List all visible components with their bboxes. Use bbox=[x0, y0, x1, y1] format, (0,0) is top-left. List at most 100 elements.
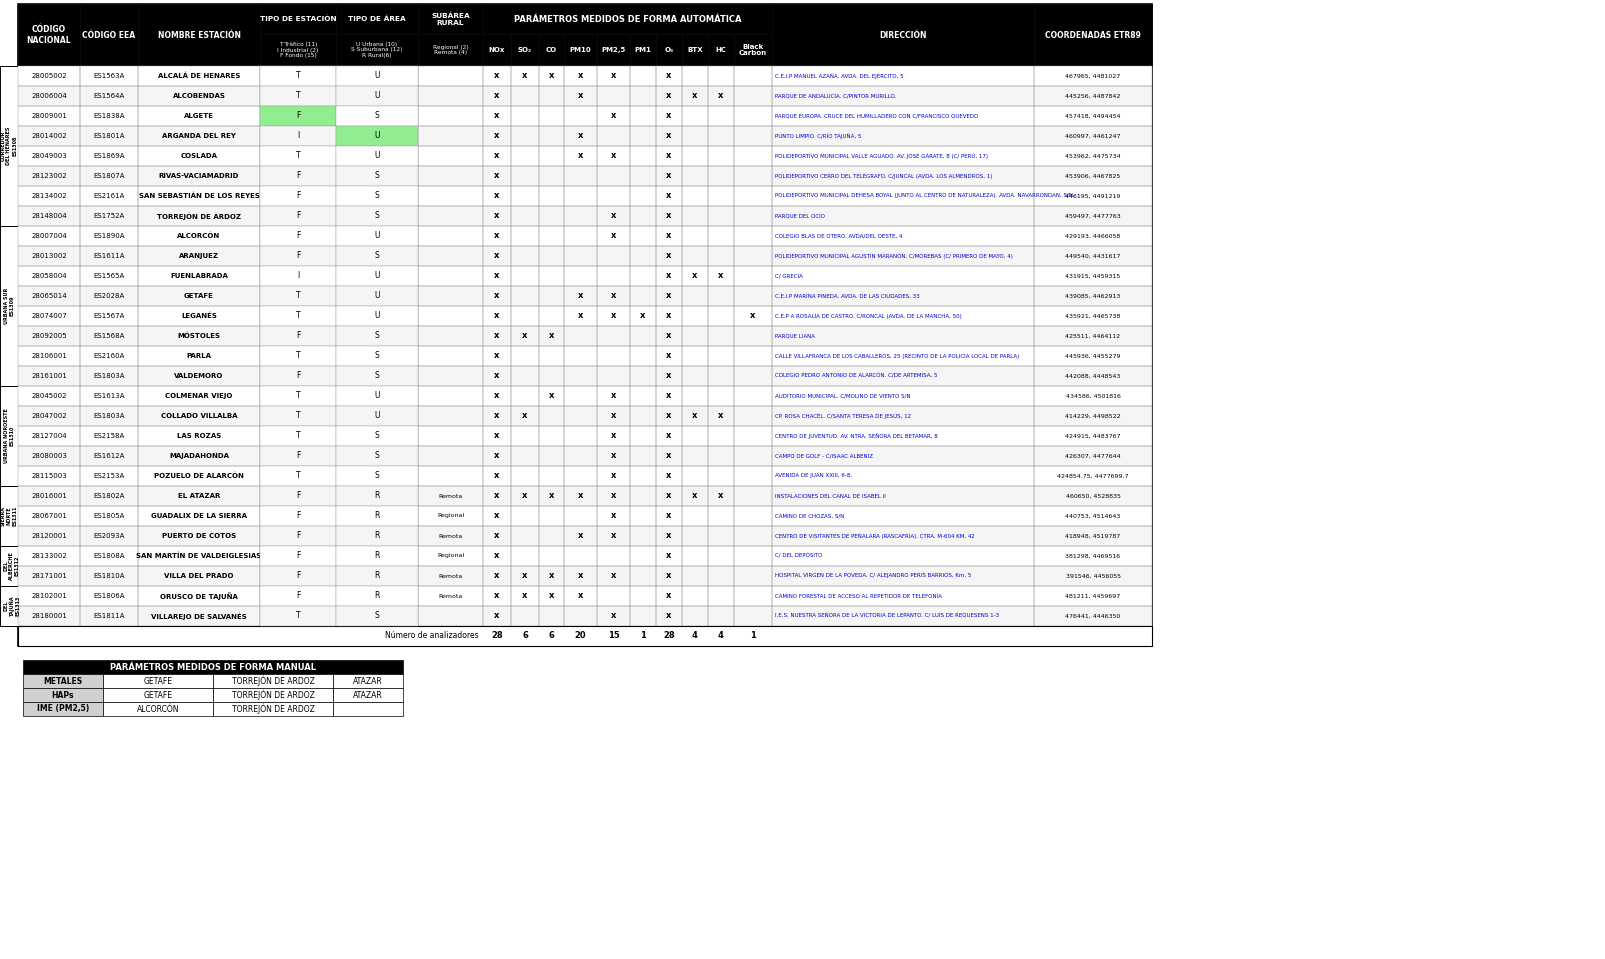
Bar bbox=[539, 126, 563, 146]
Bar bbox=[656, 286, 682, 306]
Bar bbox=[0, 386, 18, 486]
Bar bbox=[18, 106, 1152, 126]
Text: 434586, 4501816: 434586, 4501816 bbox=[1066, 393, 1120, 399]
Text: x: x bbox=[719, 91, 724, 101]
Bar bbox=[18, 226, 1152, 246]
Text: IME (PM2,5): IME (PM2,5) bbox=[37, 705, 90, 713]
Bar bbox=[260, 606, 335, 626]
Bar bbox=[539, 266, 563, 286]
Text: R: R bbox=[374, 531, 380, 541]
Bar bbox=[1034, 566, 1152, 586]
Bar bbox=[332, 688, 403, 702]
Text: 381298, 4469516: 381298, 4469516 bbox=[1066, 553, 1120, 558]
Bar bbox=[18, 146, 1152, 166]
Bar bbox=[682, 34, 708, 66]
Bar bbox=[563, 586, 597, 606]
Text: S: S bbox=[374, 612, 379, 620]
Bar bbox=[772, 526, 1034, 546]
Bar bbox=[483, 4, 772, 34]
Text: x: x bbox=[494, 391, 499, 401]
Bar bbox=[260, 346, 335, 366]
Bar bbox=[260, 466, 335, 486]
Bar bbox=[260, 306, 335, 326]
Bar bbox=[18, 306, 80, 326]
Text: x: x bbox=[494, 551, 499, 560]
Text: ES1806A: ES1806A bbox=[93, 593, 125, 599]
Bar bbox=[80, 106, 138, 126]
Bar bbox=[1034, 426, 1152, 446]
Text: x: x bbox=[666, 72, 671, 81]
Text: x: x bbox=[612, 452, 616, 460]
Text: U: U bbox=[374, 152, 380, 160]
Bar bbox=[708, 186, 733, 206]
Bar bbox=[260, 506, 335, 526]
Bar bbox=[539, 606, 563, 626]
Bar bbox=[483, 34, 510, 66]
Text: 467965, 4481027: 467965, 4481027 bbox=[1066, 74, 1120, 79]
Text: COLEGIO BLAS DE OTERO. AVDA/DEL OESTE, 4: COLEGIO BLAS DE OTERO. AVDA/DEL OESTE, 4 bbox=[775, 233, 902, 239]
Bar bbox=[682, 606, 708, 626]
Bar bbox=[335, 566, 417, 586]
Text: x: x bbox=[666, 352, 671, 361]
Bar bbox=[682, 126, 708, 146]
Text: x: x bbox=[578, 152, 583, 160]
Text: RIVAS-VACIAMADRID: RIVAS-VACIAMADRID bbox=[159, 173, 239, 179]
Bar bbox=[539, 286, 563, 306]
Text: S: S bbox=[374, 452, 379, 460]
Bar bbox=[18, 406, 80, 426]
Bar bbox=[708, 226, 733, 246]
Bar bbox=[18, 326, 1152, 346]
Bar bbox=[539, 546, 563, 566]
Bar bbox=[335, 526, 417, 546]
Text: x: x bbox=[612, 432, 616, 440]
Bar bbox=[335, 66, 417, 86]
Text: x: x bbox=[612, 531, 616, 541]
Bar bbox=[631, 586, 656, 606]
Bar bbox=[733, 506, 772, 526]
Bar bbox=[335, 246, 417, 266]
Bar bbox=[708, 66, 733, 86]
Text: x: x bbox=[666, 592, 671, 600]
Bar bbox=[1034, 246, 1152, 266]
Bar bbox=[1034, 586, 1152, 606]
Bar bbox=[80, 246, 138, 266]
Text: ES1564A: ES1564A bbox=[93, 93, 125, 99]
Text: F: F bbox=[295, 212, 300, 221]
Bar bbox=[539, 34, 563, 66]
Bar bbox=[539, 66, 563, 86]
Bar bbox=[1034, 146, 1152, 166]
Text: ES2028A: ES2028A bbox=[93, 293, 125, 299]
Bar bbox=[260, 366, 335, 386]
Bar bbox=[539, 486, 563, 506]
Text: 28171001: 28171001 bbox=[30, 573, 67, 579]
Bar bbox=[733, 346, 772, 366]
Text: 440753, 4514643: 440753, 4514643 bbox=[1066, 513, 1120, 519]
Bar bbox=[80, 86, 138, 106]
Bar bbox=[335, 506, 417, 526]
Bar bbox=[260, 326, 335, 346]
Bar bbox=[138, 206, 260, 226]
Bar bbox=[597, 426, 631, 446]
Bar bbox=[733, 126, 772, 146]
Bar bbox=[563, 446, 597, 466]
Text: S: S bbox=[374, 332, 379, 340]
Text: Número de analizadores: Número de analizadores bbox=[385, 631, 478, 641]
Bar bbox=[483, 426, 510, 446]
Bar bbox=[631, 346, 656, 366]
Text: VALDEMORO: VALDEMORO bbox=[175, 373, 223, 379]
Bar bbox=[597, 466, 631, 486]
Bar bbox=[260, 566, 335, 586]
Bar bbox=[483, 286, 510, 306]
Text: 460997, 4461247: 460997, 4461247 bbox=[1066, 133, 1120, 138]
Bar bbox=[18, 86, 1152, 106]
Text: URBANA NOROESTE
ES1310: URBANA NOROESTE ES1310 bbox=[3, 409, 14, 463]
Bar bbox=[597, 126, 631, 146]
Bar bbox=[631, 326, 656, 346]
Bar bbox=[597, 306, 631, 326]
Text: CAMINO DE CHOZAS, S/N: CAMINO DE CHOZAS, S/N bbox=[775, 513, 844, 519]
Bar bbox=[138, 186, 260, 206]
Bar bbox=[1034, 66, 1152, 86]
Text: x: x bbox=[549, 572, 554, 580]
Bar bbox=[260, 206, 335, 226]
Bar bbox=[708, 166, 733, 186]
